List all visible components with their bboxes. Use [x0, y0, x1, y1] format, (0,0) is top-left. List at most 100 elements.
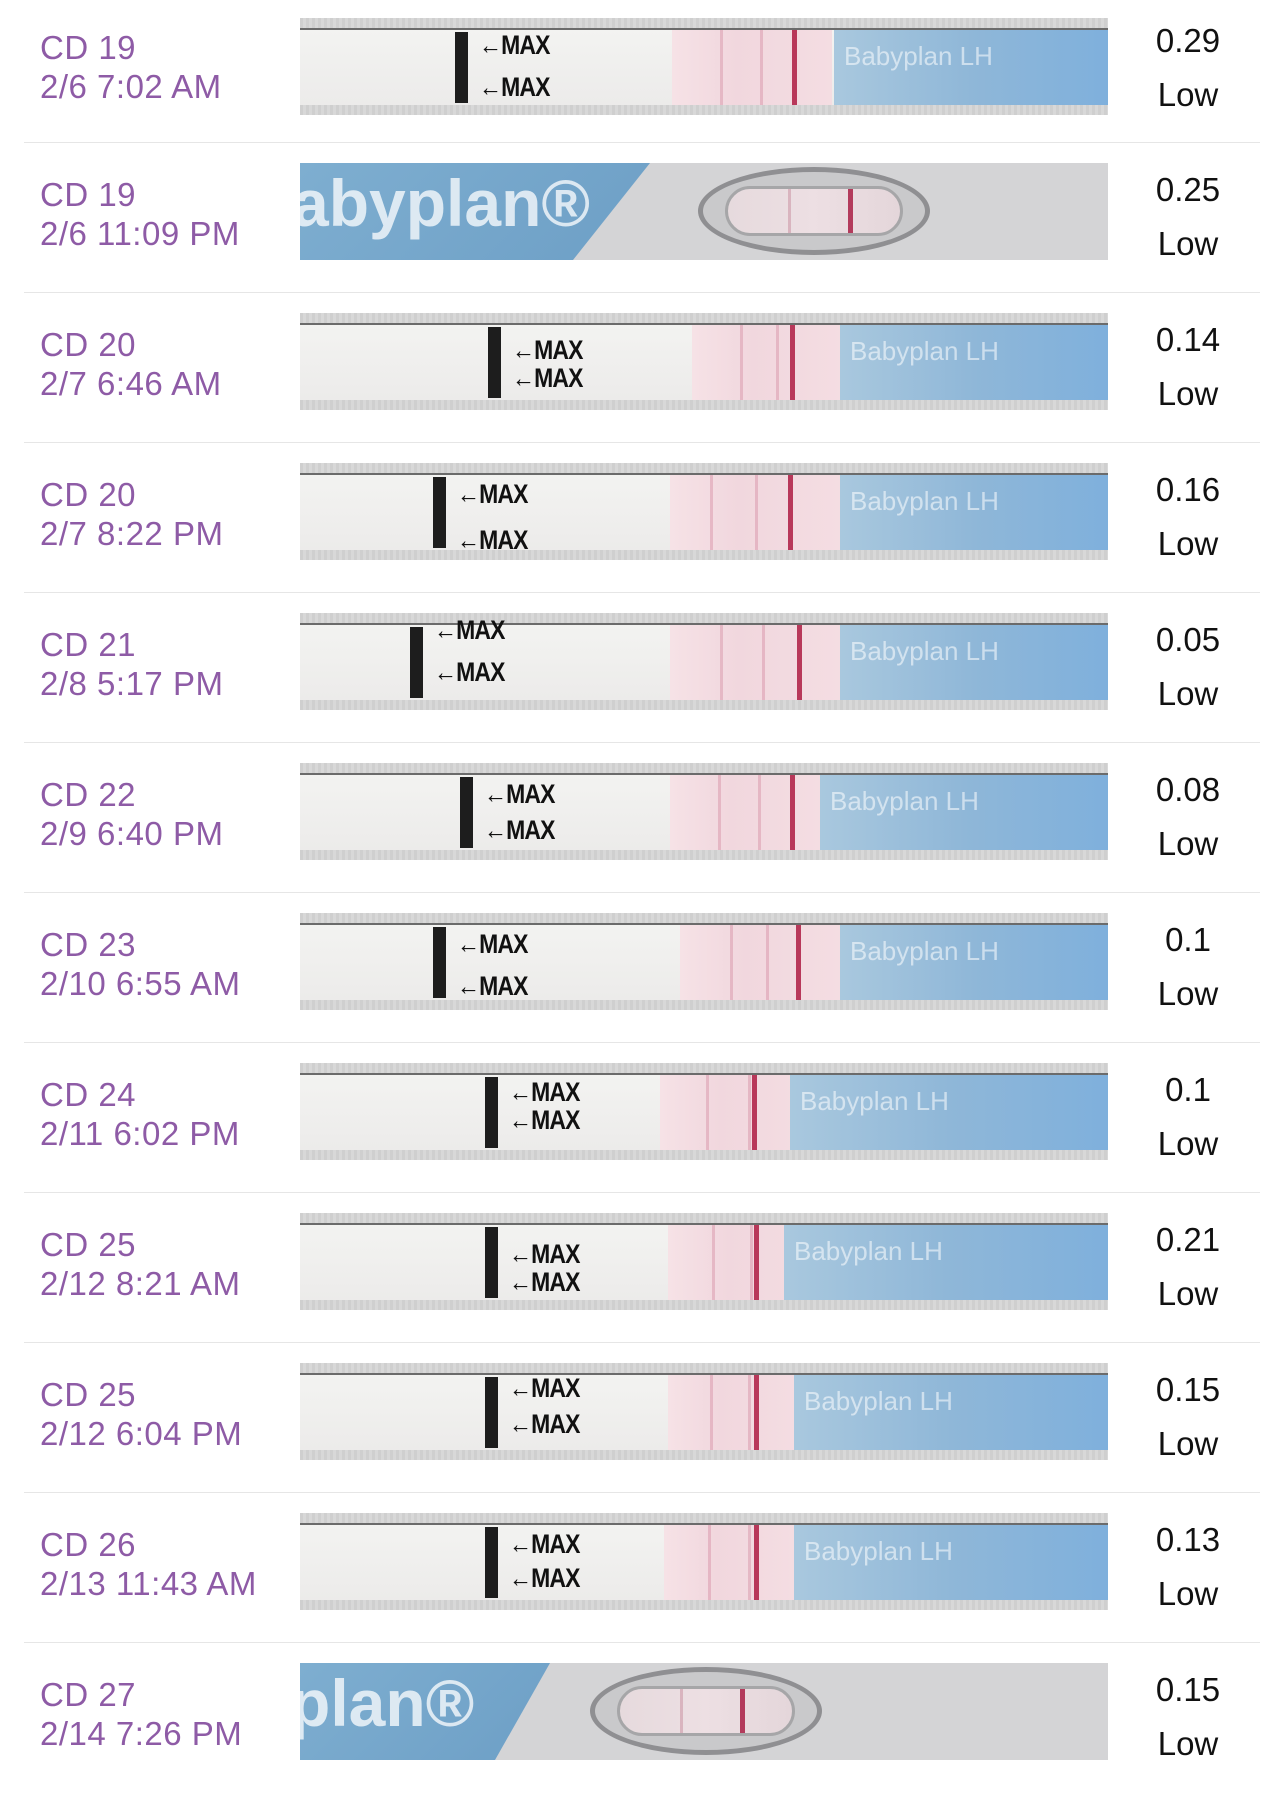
- row-divider: [24, 1192, 1260, 1193]
- strip-brand-end: Babyplan LH: [840, 475, 1108, 550]
- list-item[interactable]: CD 24 2/11 6:02 PM ←MAX ←MAX Babyplan LH 0.1 L…: [0, 1043, 1284, 1193]
- ratio-value: 0.21: [1155, 1221, 1221, 1258]
- level-label: Low: [1157, 975, 1219, 1012]
- list-item[interactable]: CD 21 2/8 5:17 PM ←MAX ←MAX Babyplan LH 0.05 L…: [0, 593, 1284, 743]
- list-item[interactable]: CD 26 2/13 11:43 AM ←MAX ←MAX Babyplan LH 0.1…: [0, 1493, 1284, 1643]
- test-strip-photo[interactable]: abyplan®: [300, 163, 1108, 260]
- faint-line: [706, 1075, 709, 1150]
- faint-line: [750, 1225, 753, 1300]
- list-item[interactable]: CD 27 2/14 7:26 PM plan® 0.15 Low: [0, 1643, 1284, 1793]
- list-item[interactable]: CD 25 2/12 8:21 AM ←MAX ←MAX Babyplan LH 0.21…: [0, 1193, 1284, 1343]
- row-divider: [24, 1042, 1260, 1043]
- test-strip-photo[interactable]: ←MAX ←MAX Babyplan LH: [300, 1213, 1108, 1310]
- faint-line: [748, 1525, 751, 1600]
- datetime-label: 2/11 6:02 PM: [40, 1115, 240, 1152]
- max-label: ←MAX: [457, 525, 528, 555]
- datetime-label: 2/13 11:43 AM: [40, 1565, 257, 1602]
- cassette-brand-text: plan®: [300, 1666, 475, 1740]
- max-line-marker: [460, 777, 473, 848]
- test-strip-photo[interactable]: ←MAX ←MAX Babyplan LH: [300, 1513, 1108, 1610]
- test-strip-photo[interactable]: ←MAX ←MAX Babyplan LH: [300, 1363, 1108, 1460]
- max-label: ←MAX: [479, 30, 550, 60]
- control-line: [754, 1525, 759, 1600]
- faint-line: [730, 925, 733, 1000]
- datetime-label: 2/7 8:22 PM: [40, 515, 224, 552]
- entry-meta: CD 23 2/10 6:55 AM: [40, 925, 240, 1003]
- test-strip-photo[interactable]: ←MAX ←MAX Babyplan LH: [300, 18, 1108, 115]
- max-line-marker: [433, 477, 446, 548]
- strip-brand-end: Babyplan LH: [790, 1075, 1108, 1150]
- strip-brand-text: Babyplan LH: [800, 1086, 949, 1116]
- list-item[interactable]: CD 19 2/6 11:09 PM abyplan® 0.25 Low: [0, 143, 1284, 293]
- reaction-zone: [692, 325, 842, 400]
- datetime-label: 2/12 8:21 AM: [40, 1265, 241, 1302]
- ratio-value: 0.16: [1155, 471, 1221, 508]
- test-line: [848, 189, 853, 233]
- ratio-value: 0.1: [1165, 921, 1211, 958]
- test-strip-photo[interactable]: ←MAX ←MAX Babyplan LH: [300, 313, 1108, 410]
- control-line: [788, 189, 791, 233]
- entry-meta: CD 25 2/12 8:21 AM: [40, 1225, 240, 1303]
- faint-line: [748, 1375, 751, 1450]
- cassette-brand-text: abyplan®: [300, 166, 591, 240]
- faint-line: [755, 475, 758, 550]
- list-item[interactable]: CD 20 2/7 6:46 AM ←MAX ←MAX Babyplan LH 0.14 L…: [0, 293, 1284, 443]
- faint-line: [720, 625, 723, 700]
- row-divider: [24, 1342, 1260, 1343]
- list-item[interactable]: CD 22 2/9 6:40 PM ←MAX ←MAX Babyplan LH 0.08 L…: [0, 743, 1284, 893]
- faint-line: [710, 1375, 713, 1450]
- control-line: [680, 1689, 683, 1733]
- test-strip-photo[interactable]: ←MAX ←MAX Babyplan LH: [300, 1063, 1108, 1160]
- cycle-day-label: CD 19: [40, 176, 137, 213]
- max-label: ←MAX: [509, 1267, 580, 1297]
- ratio-value: 0.14: [1155, 321, 1221, 358]
- entry-meta: CD 19 2/6 11:09 PM: [40, 175, 240, 253]
- strip-brand-end: Babyplan LH: [840, 325, 1108, 400]
- list-item[interactable]: CD 25 2/12 6:04 PM ←MAX ←MAX Babyplan LH 0.15…: [0, 1343, 1284, 1493]
- max-label: ←MAX: [509, 1105, 580, 1135]
- list-item[interactable]: CD 19 2/6 7:02 AM ←MAX ←MAX Babyplan LH 0.29 L…: [0, 0, 1284, 143]
- row-divider: [24, 892, 1260, 893]
- ratio-value: 0.13: [1155, 1521, 1221, 1558]
- faint-line: [740, 325, 743, 400]
- test-strip-photo[interactable]: ←MAX ←MAX Babyplan LH: [300, 763, 1108, 860]
- strip-brand-text: Babyplan LH: [804, 1536, 953, 1566]
- datetime-label: 2/9 6:40 PM: [40, 815, 224, 852]
- test-strip-photo[interactable]: ←MAX ←MAX Babyplan LH: [300, 913, 1108, 1010]
- max-line-marker: [485, 1527, 498, 1598]
- entry-meta: CD 27 2/14 7:26 PM: [40, 1675, 242, 1753]
- lh-reading: 0.1 Low: [1108, 1063, 1268, 1171]
- cycle-day-label: CD 25: [40, 1376, 137, 1413]
- ratio-value: 0.15: [1155, 1671, 1221, 1708]
- test-strip-photo[interactable]: ←MAX ←MAX Babyplan LH: [300, 463, 1108, 560]
- cycle-day-label: CD 27: [40, 1676, 137, 1713]
- row-divider: [24, 1642, 1260, 1643]
- strip-brand-text: Babyplan LH: [804, 1386, 953, 1416]
- max-label: ←MAX: [509, 1077, 580, 1107]
- test-strip-photo[interactable]: ←MAX ←MAX Babyplan LH: [300, 613, 1108, 710]
- strip-body: ←MAX ←MAX Babyplan LH: [300, 773, 1108, 850]
- entry-meta: CD 26 2/13 11:43 AM: [40, 1525, 257, 1603]
- row-divider: [24, 292, 1260, 293]
- level-label: Low: [1157, 375, 1219, 412]
- test-strip-photo[interactable]: plan®: [300, 1663, 1108, 1760]
- ratio-value: 0.1: [1165, 1071, 1211, 1108]
- ratio-value: 0.05: [1155, 621, 1221, 658]
- faint-line: [760, 30, 763, 105]
- level-label: Low: [1157, 1725, 1219, 1762]
- max-label: ←MAX: [457, 929, 528, 959]
- datetime-label: 2/6 7:02 AM: [40, 68, 222, 105]
- cycle-day-label: CD 24: [40, 1076, 137, 1113]
- max-line-marker: [433, 927, 446, 998]
- ratio-value: 0.08: [1155, 771, 1221, 808]
- max-label: ←MAX: [457, 479, 528, 509]
- strip-body: ←MAX ←MAX Babyplan LH: [300, 923, 1108, 1001]
- list-item[interactable]: CD 20 2/7 8:22 PM ←MAX ←MAX Babyplan LH 0.16 L…: [0, 443, 1284, 593]
- reaction-zone: [670, 475, 840, 550]
- list-item[interactable]: CD 23 2/10 6:55 AM ←MAX ←MAX Babyplan LH 0.1 L…: [0, 893, 1284, 1043]
- strip-brand-text: Babyplan LH: [830, 786, 979, 816]
- cycle-day-label: CD 26: [40, 1526, 137, 1563]
- cycle-day-label: CD 19: [40, 29, 137, 66]
- max-label: ←MAX: [484, 815, 555, 845]
- control-line: [792, 30, 797, 105]
